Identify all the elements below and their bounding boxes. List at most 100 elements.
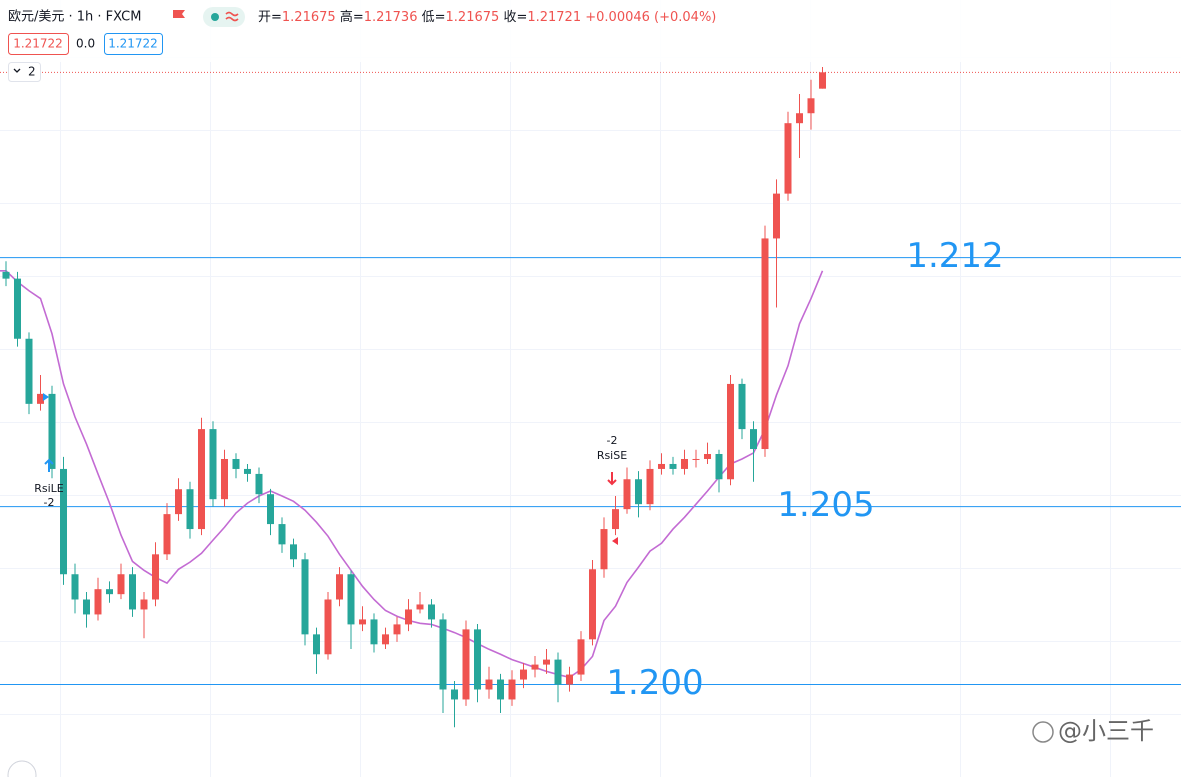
chevron-icon — [13, 68, 21, 73]
watermark: @小三千 — [1058, 717, 1154, 745]
candle-body — [60, 468, 67, 575]
low-value: 1.21675 — [446, 10, 500, 25]
candle-body — [393, 624, 401, 635]
open-label: 开= — [258, 10, 282, 25]
corner-button[interactable] — [7, 760, 37, 777]
candle-body — [83, 599, 90, 615]
level-label: 1.212 — [906, 236, 1003, 276]
candle-body — [669, 463, 677, 469]
candle-body — [255, 473, 263, 495]
high-value: 1.21736 — [364, 10, 418, 25]
candle-body — [543, 659, 550, 665]
candle-body — [727, 383, 734, 480]
candle-body — [244, 468, 251, 474]
candle-body — [531, 664, 539, 670]
spread: 0.0 — [76, 37, 95, 51]
candle-body — [462, 629, 470, 700]
candle-body — [566, 674, 573, 685]
candle-body — [336, 574, 343, 600]
signal-qty: -2 — [44, 496, 55, 509]
candle-body — [14, 278, 21, 339]
candle-body — [635, 479, 642, 505]
candle-body — [761, 238, 769, 450]
candle-body — [738, 383, 746, 430]
candle-body — [232, 458, 240, 469]
candle-body — [819, 72, 826, 89]
candle-body — [796, 113, 803, 124]
ask-price[interactable]: 1.21722 — [108, 37, 158, 51]
candle-body — [704, 454, 711, 459]
candle-body — [209, 429, 217, 500]
bid-price[interactable]: 1.21722 — [13, 37, 63, 51]
candle-body — [589, 569, 596, 640]
candle-body — [784, 123, 792, 194]
candle-body — [290, 544, 297, 560]
candle-body — [497, 679, 504, 700]
candle-body — [48, 393, 56, 469]
level-label: 1.205 — [777, 485, 874, 525]
candle-body — [382, 634, 389, 645]
symbol: 欧元/美元 · 1h · FXCM — [8, 10, 141, 25]
signal-marker — [612, 537, 618, 545]
candle-body — [370, 619, 378, 645]
candle-body — [692, 458, 700, 460]
candle-body — [773, 193, 780, 239]
bid-box[interactable] — [8, 33, 69, 55]
low-label: 低= — [422, 10, 446, 25]
candle-body — [451, 689, 458, 700]
candle-body — [221, 458, 228, 500]
candle-body — [267, 494, 274, 525]
candle-body — [117, 574, 125, 595]
lots[interactable]: 2 — [28, 65, 36, 79]
candle-body — [324, 599, 332, 655]
candle-body — [658, 463, 665, 469]
ohlc-legend: 开=1.21675 高=1.21736 低=1.21675 收=1.21721 … — [258, 9, 716, 25]
candle-body — [37, 393, 44, 404]
candle-body — [577, 639, 585, 675]
change: +0.00046 — [585, 10, 650, 25]
signal-marker — [43, 393, 49, 401]
candle-body — [439, 619, 447, 690]
candle-body — [485, 679, 493, 690]
change-pct: (+0.04%) — [654, 10, 716, 25]
candle-body — [313, 634, 320, 655]
level-label: 1.200 — [606, 663, 703, 703]
candle-body — [71, 574, 79, 600]
signal-qty: -2 — [607, 434, 618, 447]
candle-body — [600, 529, 608, 570]
candle-body — [428, 604, 435, 620]
candle-body — [198, 429, 205, 530]
close-label: 收= — [503, 10, 527, 25]
header-bg — [0, 0, 1181, 62]
watermark-logo — [1032, 721, 1054, 743]
ask-box[interactable] — [104, 33, 163, 55]
close-value: 1.21721 — [527, 10, 581, 25]
open-value: 1.21675 — [282, 10, 336, 25]
candle-body — [612, 509, 619, 530]
candle-body — [25, 338, 33, 404]
status-icon — [225, 11, 239, 22]
status-badge — [203, 7, 245, 27]
candle-body — [715, 454, 723, 480]
signal-arrow — [607, 472, 617, 486]
candle-body — [152, 554, 159, 600]
candle-body — [140, 599, 148, 610]
candle-body — [416, 604, 424, 610]
candle-body — [359, 619, 366, 625]
candle-body — [508, 679, 516, 700]
candle-body — [2, 271, 10, 279]
candle-body — [106, 589, 113, 595]
candle-body — [681, 458, 688, 469]
flag-icon — [173, 10, 185, 18]
candle-body — [520, 669, 527, 680]
collapse-button[interactable] — [8, 62, 41, 82]
candle-body — [807, 98, 815, 114]
candle-body — [175, 489, 182, 515]
candle-body — [347, 574, 355, 625]
candle-body — [405, 609, 412, 625]
candle-body — [554, 659, 562, 685]
candle-body — [94, 589, 102, 615]
candle-body — [129, 574, 136, 610]
signal-name: RsiSE — [597, 449, 627, 462]
